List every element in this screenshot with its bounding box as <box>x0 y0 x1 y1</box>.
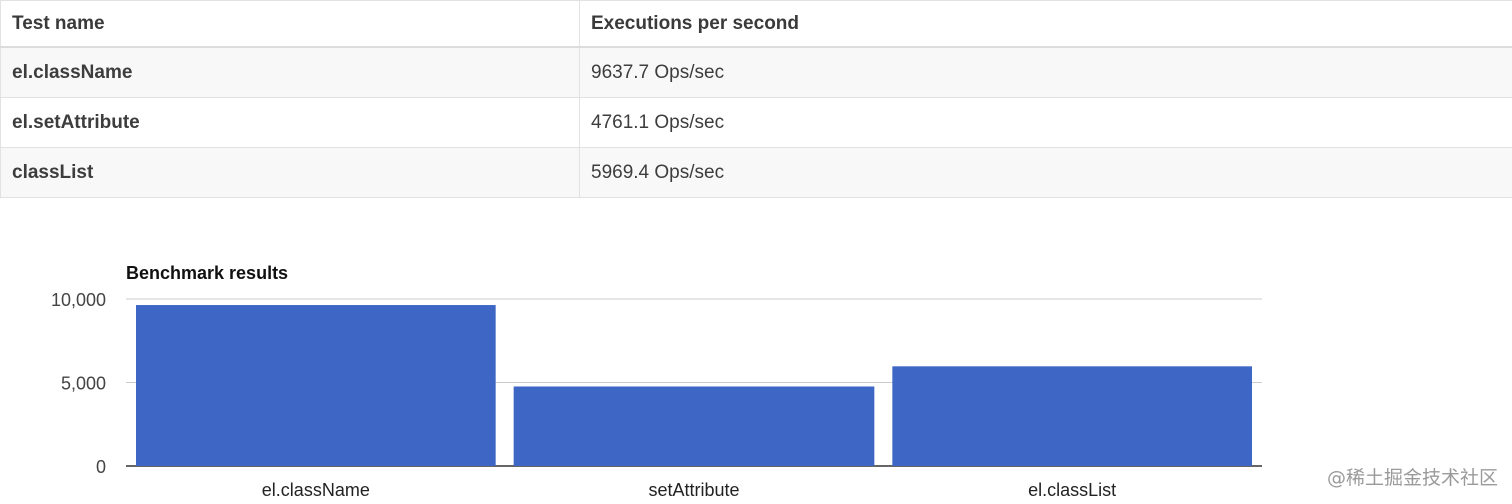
ops-value-cell: 5969.4 Ops/sec <box>579 147 1512 198</box>
ops-value-cell: 9637.7 Ops/sec <box>579 46 1512 98</box>
watermark-text: @稀土掘金技术社区 <box>1326 467 1498 489</box>
bar-el-classlist <box>892 366 1252 466</box>
y-tick-label: 0 <box>96 457 106 477</box>
table-header-row: Test name Executions per second <box>0 0 1512 48</box>
bar-setattribute <box>513 386 875 466</box>
table-row: el.className 9637.7 Ops/sec <box>0 46 1512 98</box>
bars <box>136 305 1252 466</box>
y-tick-label: 10,000 <box>51 290 106 310</box>
x-tick-label: setAttribute <box>648 480 739 500</box>
x-tick-label: el.classList <box>1028 480 1116 500</box>
table-row: el.setAttribute 4761.1 Ops/sec <box>0 97 1512 148</box>
x-tick-label: el.className <box>262 480 370 500</box>
test-name-cell: classList <box>0 147 580 198</box>
benchmark-chart: Benchmark results 0 5,000 10,000 el.classN… <box>0 254 1512 504</box>
header-executions-per-second: Executions per second <box>579 0 1512 48</box>
y-tick-label: 5,000 <box>61 374 106 394</box>
benchmark-chart-svg: Benchmark results 0 5,000 10,000 el.classN… <box>51 263 1262 500</box>
test-name-cell: el.className <box>0 46 580 98</box>
test-name-cell: el.setAttribute <box>0 97 580 148</box>
header-test-name: Test name <box>0 0 580 48</box>
results-table: Test name Executions per second el.class… <box>0 0 1512 198</box>
bar-el-classname <box>136 305 496 466</box>
table-row: classList 5969.4 Ops/sec <box>0 147 1512 198</box>
y-axis-ticks: 0 5,000 10,000 <box>51 290 106 477</box>
chart-title: Benchmark results <box>126 263 288 283</box>
x-axis-labels: el.className setAttribute el.classList <box>262 480 1116 500</box>
ops-value-cell: 4761.1 Ops/sec <box>579 97 1512 148</box>
